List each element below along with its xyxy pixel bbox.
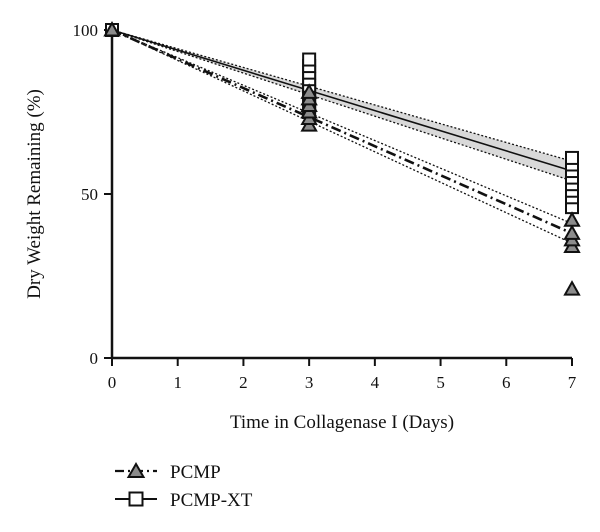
legend-pcmp-xt-square-icon <box>128 491 144 507</box>
x-tick-label: 4 <box>371 373 380 392</box>
x-tick-label: 7 <box>568 373 577 392</box>
legend-pcmp-xt-label: PCMP-XT <box>170 490 253 511</box>
legend-item-pcmp-xt: PCMP-XT <box>115 490 253 511</box>
legend-pcmp-triangle-icon <box>126 461 146 478</box>
pcmp-xt-fit-line <box>111 29 573 172</box>
legend: PCMP PCMP-XT <box>115 461 253 511</box>
pcmp-point <box>563 211 581 227</box>
fit-line-layer <box>111 28 573 244</box>
pcmp-point <box>103 20 121 37</box>
x-axis-label: Time in Collagenase I (Days) <box>230 412 454 433</box>
pcmp-ci-lower-line <box>111 29 573 244</box>
x-tick-label: 5 <box>436 373 445 392</box>
y-tick-label: 100 <box>73 21 99 40</box>
ticks: 0 1 2 3 4 5 6 7 0 50 100 <box>73 21 577 392</box>
legend-item-pcmp: PCMP <box>115 461 221 483</box>
pcmp-xt-ci-lower-line <box>111 29 573 182</box>
pcmp-point <box>563 280 581 296</box>
legend-pcmp-label: PCMP <box>170 462 221 483</box>
x-tick-label: 0 <box>108 373 117 392</box>
x-tick-label: 6 <box>502 373 511 392</box>
data-points <box>103 20 581 296</box>
pcmp-xt-point <box>565 150 579 165</box>
pcmp-ci-upper-line <box>111 29 573 225</box>
x-tick-label: 2 <box>239 373 248 392</box>
x-tick-label: 1 <box>173 373 182 392</box>
pcmp-fit-line <box>111 28 573 235</box>
pcmp-xt-point <box>302 52 317 67</box>
x-tick-label: 3 <box>305 373 314 392</box>
pcmp-point <box>300 83 318 99</box>
y-tick-label: 50 <box>81 185 98 204</box>
y-tick-label: 0 <box>90 349 99 368</box>
pcmp-point <box>563 224 581 240</box>
y-axis-label: Dry Weight Remaining (%) <box>24 89 45 299</box>
